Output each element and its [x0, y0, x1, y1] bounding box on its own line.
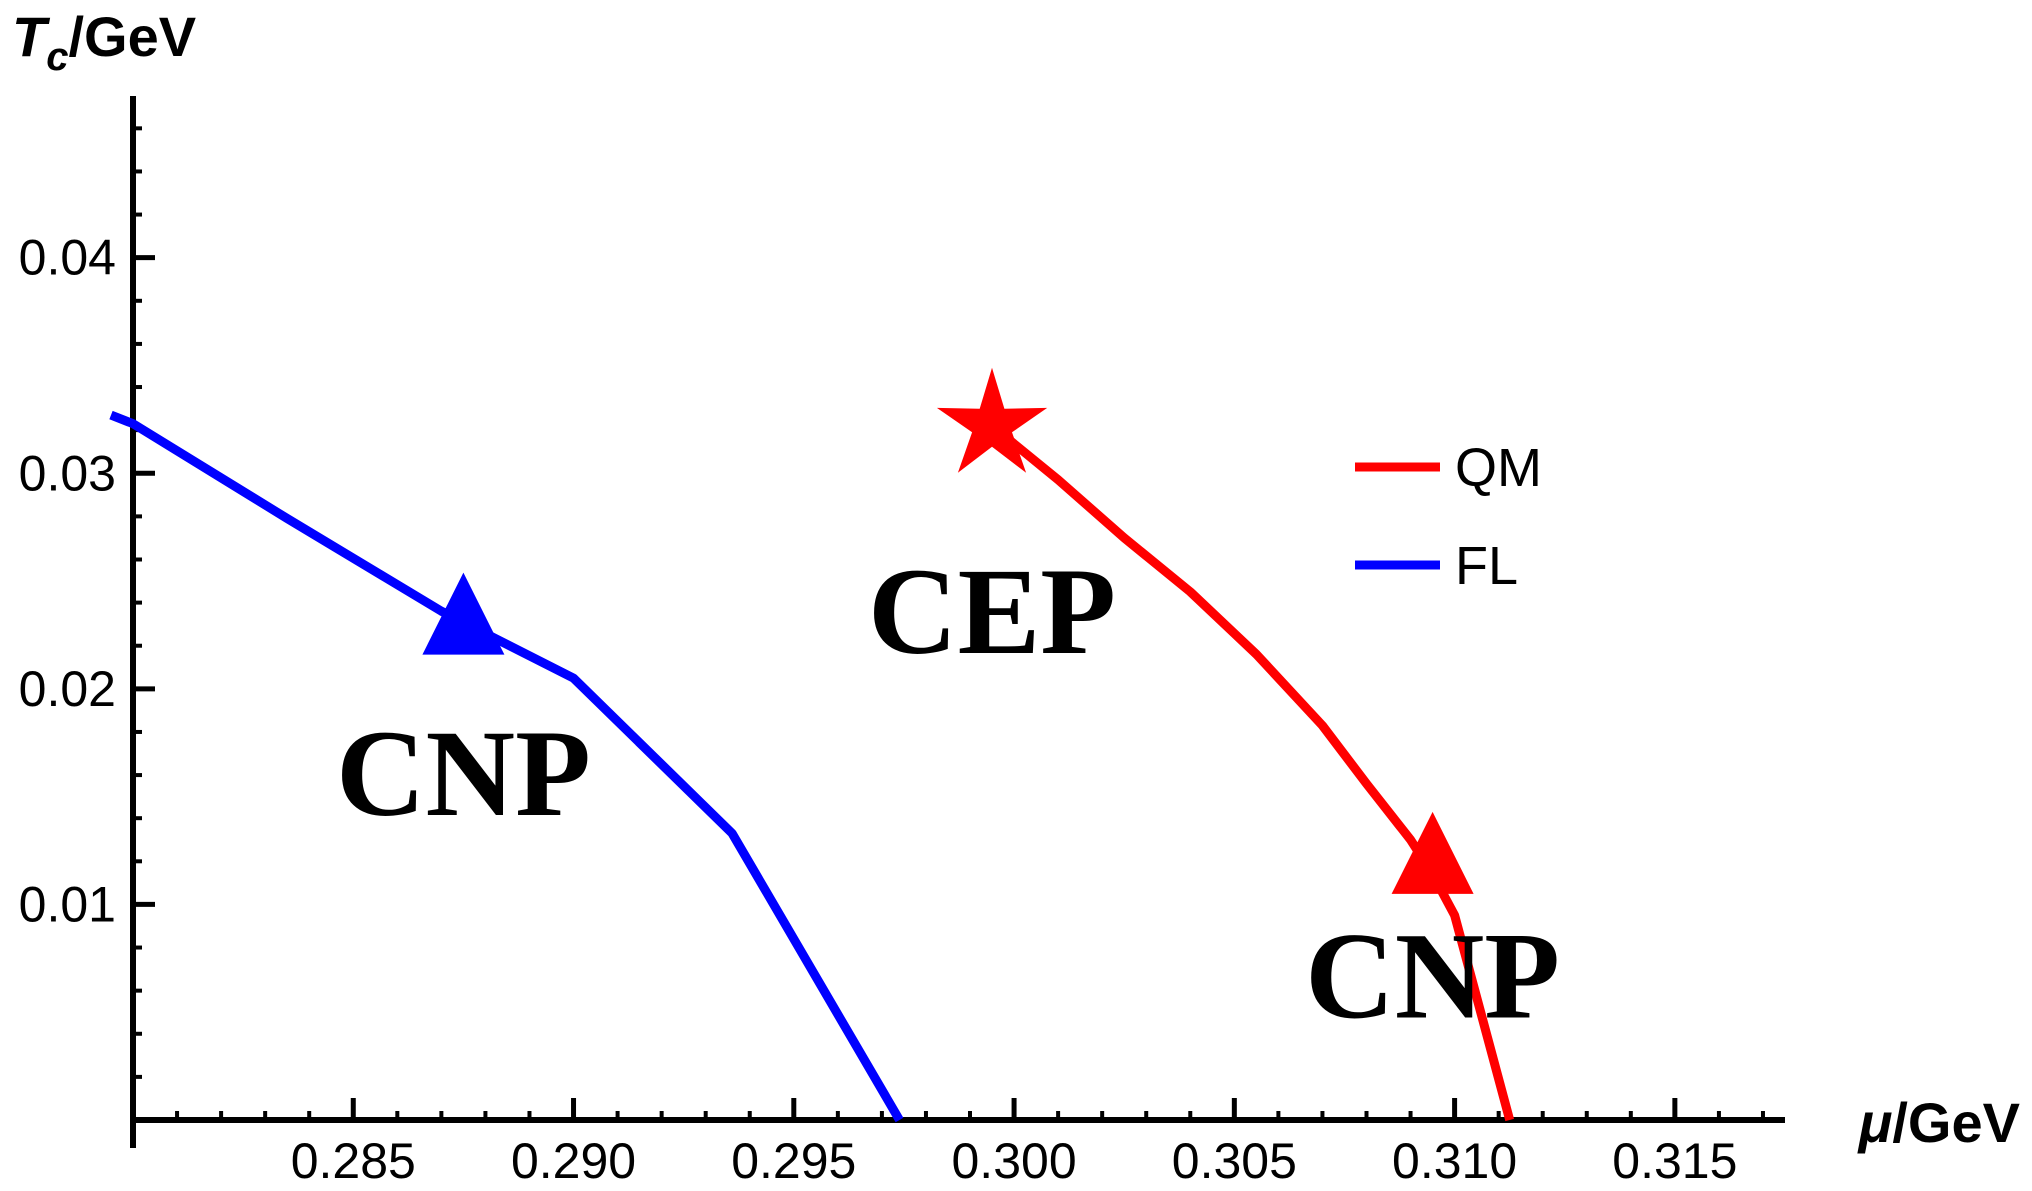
y-axis-title: Tc/GeV — [12, 5, 196, 79]
annotation-cnp: CNP — [336, 705, 591, 842]
x-axis-title-unit: /GeV — [1892, 1091, 2020, 1154]
cnp-triangle-marker — [1391, 811, 1474, 894]
axes-group: 0.285 0.290 0.295 0.300 0.305 0.310 0.315 0.01 0… — [12, 5, 2020, 1189]
x-tick-label: 0.305 — [1172, 1133, 1297, 1189]
markers-group — [422, 367, 1474, 894]
x-tick-label: 0.295 — [731, 1133, 856, 1189]
y-axis-title-unit: /GeV — [68, 5, 196, 68]
y-tick-label: 0.01 — [19, 876, 116, 932]
y-tick-label: 0.03 — [19, 445, 116, 501]
cep-star-marker — [936, 367, 1048, 473]
x-tick-label: 0.285 — [291, 1133, 416, 1189]
y-tick-label: 0.02 — [19, 661, 116, 717]
x-tick-label: 0.290 — [511, 1133, 636, 1189]
series-group — [109, 410, 1515, 1123]
x-tick-label: 0.300 — [952, 1133, 1077, 1189]
x-tick-label: 0.310 — [1392, 1133, 1517, 1189]
x-axis-title-symbol: μ — [1857, 1091, 1893, 1154]
y-axis-title-symbol: T — [12, 5, 51, 68]
legend-label-qm: QM — [1455, 438, 1542, 498]
legend: QM FL — [1355, 438, 1542, 596]
series-line-fl — [109, 410, 904, 1123]
annotation-cep: CEP — [868, 543, 1116, 680]
x-axis-title: μ/GeV — [1857, 1091, 2020, 1154]
y-axis-title-subscript: c — [46, 35, 68, 79]
legend-label-fl: FL — [1455, 536, 1518, 596]
cnp-triangle-marker — [422, 572, 505, 655]
annotation-cnp: CNP — [1305, 907, 1560, 1044]
x-tick-label: 0.315 — [1612, 1133, 1737, 1189]
y-tick-label: 0.04 — [19, 230, 116, 286]
annotations-group: CEP CNP CNP — [336, 543, 1560, 1044]
